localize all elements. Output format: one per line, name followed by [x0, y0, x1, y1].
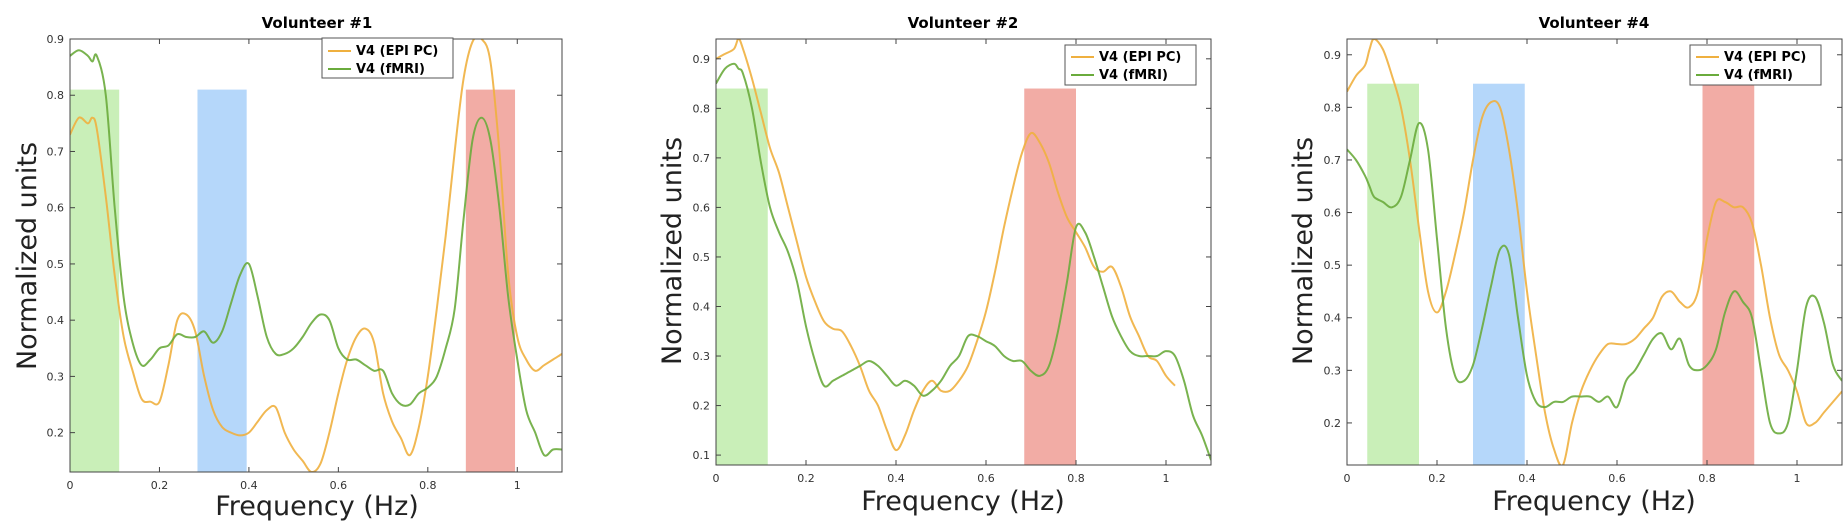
x-tick-label: 0.2 [151, 479, 169, 492]
x-tick-label: 0 [67, 479, 74, 492]
y-tick-label: 0.5 [1324, 259, 1342, 272]
x-axis-label: Frequency (Hz) [861, 486, 1065, 517]
y-tick-label: 0.4 [693, 300, 711, 313]
x-tick-label: 1 [1794, 472, 1801, 485]
x-tick-label: 0.6 [977, 472, 995, 485]
y-axis-label: Normalized units [12, 142, 43, 370]
legend-entry-epi-pc: V4 (EPI PC) [1099, 50, 1181, 65]
y-tick-label: 0.9 [693, 53, 711, 66]
y-tick-label: 0.7 [693, 152, 711, 165]
x-tick-label: 0.8 [1698, 472, 1716, 485]
series-line-epi-pc [1347, 39, 1842, 465]
frequency-band-2 [1473, 83, 1525, 465]
chart-title: Volunteer #1 [262, 14, 373, 32]
legend-entry-epi-pc: V4 (EPI PC) [1724, 50, 1806, 65]
x-tick-label: 0.4 [1518, 472, 1536, 485]
y-tick-label: 0.8 [693, 102, 711, 115]
plot-area: 0 0.2 0.4 0.6 0.8 1 0.2 0.3 0.4 0.5 0.6 0.7 0.8 0.9 [47, 33, 563, 492]
x-tick-label: 0.6 [330, 479, 348, 492]
legend: V4 (EPI PC) V4 (fMRI) [1689, 44, 1822, 86]
series-line-fmri [70, 49, 562, 457]
y-tick-label: 0.6 [47, 202, 65, 215]
y-axis-label: Normalized units [657, 137, 688, 365]
x-axis-label: Frequency (Hz) [1492, 486, 1696, 517]
y-tick-label: 0.4 [1324, 312, 1342, 325]
frequency-band-2 [197, 89, 247, 472]
legend: V4 (EPI PC) V4 (fMRI) [1064, 44, 1197, 86]
y-tick-label: 0.3 [693, 350, 711, 363]
series-line-fmri [1347, 121, 1842, 435]
frequency-band-3 [1702, 83, 1755, 465]
chart-panel-3: Volunteer #4 0 0.2 0.4 0.6 0.8 10.20.30.40.50… [1288, 14, 1843, 517]
y-tick-label: 0.8 [1324, 101, 1342, 114]
legend-box [1689, 44, 1822, 86]
legend-box [321, 37, 454, 79]
x-tick-label: 1 [1163, 472, 1170, 485]
y-tick-label: 0.1 [693, 449, 711, 462]
x-tick-label: 0.2 [1428, 472, 1446, 485]
x-axis-label: Frequency (Hz) [215, 491, 419, 522]
x-tick-label: 1 [514, 479, 521, 492]
y-tick-label: 0.6 [693, 201, 711, 214]
frequency-band-3 [465, 89, 516, 472]
series-lines [716, 39, 1211, 461]
frequency-band-1 [716, 88, 768, 465]
legend-entry-fmri: V4 (fMRI) [1099, 68, 1168, 83]
plot-area: 0 0.2 0.4 0.6 0.8 1 0.2 0.3 0.4 0.5 0.6 0.7 0.8 0.9 [1324, 38, 1843, 485]
y-tick-label: 0.5 [693, 251, 711, 264]
x-tick-label: 0.2 [797, 472, 815, 485]
y-tick-label: 0.3 [1324, 364, 1342, 377]
frequency-band-1 [70, 89, 120, 472]
x-tick-label: 0.6 [1608, 472, 1626, 485]
series-line-fmri [716, 62, 1211, 461]
plot-frame [715, 38, 1212, 466]
frequency-bands [716, 88, 1076, 465]
plot-area: 0 0.2 0.4 0.6 0.8 1 0.1 0.2 0.3 0.4 0.5 0.6 0.7 0.8 0.… [693, 38, 1212, 485]
y-tick-label: 0.2 [47, 427, 65, 440]
y-tick-label: 0.9 [1324, 49, 1342, 62]
plot-background [716, 39, 1211, 465]
y-tick-label: 0.4 [47, 314, 65, 327]
y-tick-label: 0.2 [1324, 417, 1342, 430]
legend-entry-epi-pc: V4 (EPI PC) [356, 44, 438, 59]
series-lines [1347, 39, 1842, 465]
x-tick-label: 0.4 [240, 479, 258, 492]
legend-entry-fmri: V4 (fMRI) [1724, 68, 1793, 83]
legend-box [1064, 44, 1197, 86]
chart-title: Volunteer #4 [1539, 14, 1650, 32]
y-tick-label: 0.6 [1324, 207, 1342, 220]
x-tick-label: 0.8 [419, 479, 437, 492]
legend: V4 (EPI PC) V4 (fMRI) [321, 37, 454, 79]
x-tick-label: 0.4 [887, 472, 905, 485]
frequency-band-1 [1367, 83, 1419, 465]
legend-entry-fmri: V4 (fMRI) [356, 62, 425, 77]
chart-panel-1: Volunteer #1 0 0.2 0.4 0.6 0.8 10.20.30.40.50… [12, 14, 563, 522]
plot-frame [69, 38, 563, 473]
series-line-epi-pc [716, 39, 1176, 452]
y-tick-label: 0.2 [693, 400, 711, 413]
x-tick-label: 0.8 [1067, 472, 1085, 485]
y-tick-label: 0.8 [47, 89, 65, 102]
plot-frame [1346, 38, 1843, 466]
x-tick-label: 0 [1344, 472, 1351, 485]
y-tick-label: 0.5 [47, 258, 65, 271]
frequency-bands [1367, 83, 1755, 465]
y-tick-label: 0.9 [47, 33, 65, 46]
y-tick-label: 0.3 [47, 370, 65, 383]
y-axis-label: Normalized units [1288, 137, 1319, 365]
chart-title: Volunteer #2 [908, 14, 1019, 32]
chart-panel-2: Volunteer #2 0 0.2 0.4 0.6 0.8 10.10.20.30.40… [657, 14, 1212, 517]
y-tick-label: 0.7 [47, 145, 65, 158]
x-tick-label: 0 [713, 472, 720, 485]
y-tick-label: 0.7 [1324, 154, 1342, 167]
